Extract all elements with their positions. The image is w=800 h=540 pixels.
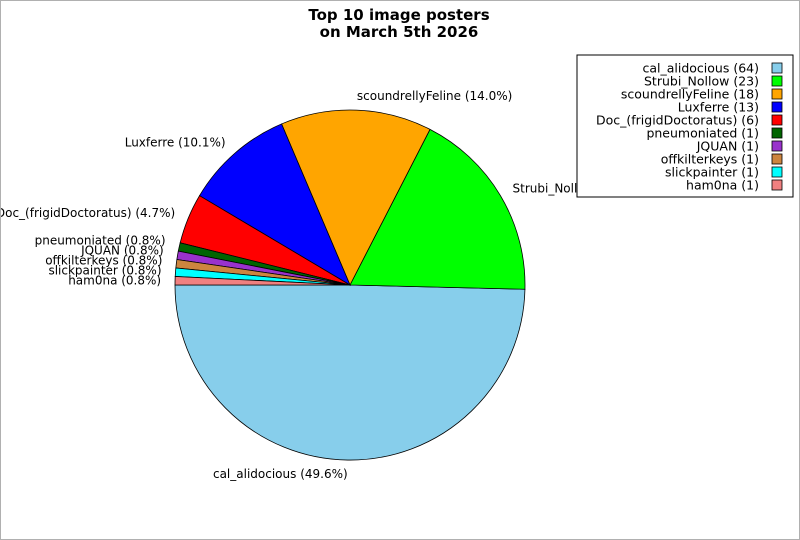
pie-slices [174,109,526,461]
legend-entry-label: slickpainter (1) [665,165,759,180]
chart-title-line-1: Top 10 image posters [308,6,489,24]
legend-box [576,54,794,198]
legend-swatch [771,101,783,113]
legend-swatch [771,88,783,100]
pie-slice-ham0na [174,276,351,286]
legend: cal_alidocious (64)Strubi_Nollow (23)sco… [576,54,794,198]
legend-entry-label: Luxferre (13) [678,100,759,115]
legend-entry-label: pneumoniated (1) [646,126,759,141]
pie-slice-strubi-nollow [349,128,526,290]
legend-entry-label: offkilterkeys (1) [661,152,759,167]
legend-entry-label: ham0na (1) [686,178,759,193]
pie-slice-cal-alidocious [174,284,526,461]
slice-label-cal-alidocious: cal_alidocious (49.6%) [213,467,348,481]
chart-title-line-2: on March 5th 2026 [320,23,479,41]
slice-label-offkilterkeys: offkilterkeys (0.8%) [45,253,162,267]
pie-slice-luxferre [198,123,351,286]
legend-swatch [771,75,783,87]
legend-entry-label: JQUAN (1) [696,139,759,154]
slice-label-jquan: JQUAN (0.8%) [80,243,164,257]
legend-entry-label: cal_alidocious (64) [642,61,759,76]
legend-swatch [771,166,783,178]
slice-label-pneumoniated: pneumoniated (0.8%) [35,233,166,247]
slice-label-slickpainter: slickpainter (0.8%) [48,263,161,277]
legend-swatch [771,127,783,139]
legend-entry-label: Strubi_Nollow (23) [644,74,759,89]
slice-label-ham0na: ham0na (0.8%) [68,273,161,287]
legend-swatch [771,140,783,152]
legend-swatch [771,62,783,74]
legend-entry-label: Doc_(frigidDoctoratus) (6) [596,113,759,128]
slice-label-luxferre: Luxferre (10.1%) [125,136,226,150]
legend-entry-label: scoundrellyFeline (18) [621,87,759,102]
legend-swatch [771,153,783,165]
slice-label-doc-frigiddoctoratus-: Doc_(frigidDoctoratus) (4.7%) [1,206,175,220]
slice-label-scoundrellyfeline: scoundrellyFeline (14.0%) [357,89,512,103]
legend-swatch [771,179,783,191]
legend-swatch [771,114,783,126]
pie-slice-scoundrellyfeline [281,109,431,286]
